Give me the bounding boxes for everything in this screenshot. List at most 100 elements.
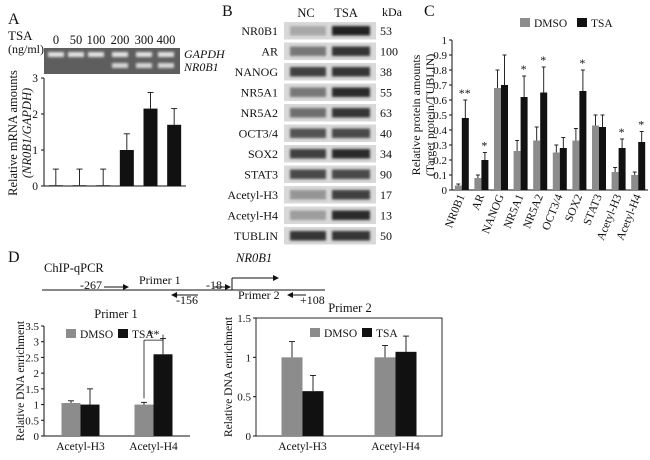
legend-label-tsa: TSA: [376, 328, 398, 340]
gel-label-nr0b1: NR0B1: [183, 60, 219, 74]
gapdh-band: [158, 52, 174, 57]
blot-row-label: AR: [261, 45, 278, 59]
band-nc: [290, 128, 326, 138]
legend-swatch-dmso: [520, 18, 530, 27]
band-tsa: [332, 231, 370, 241]
legend-swatch-tsa: [118, 329, 128, 338]
band-tsa: [332, 108, 370, 118]
blot-row-kda: 13: [380, 209, 392, 223]
y-tick-label: 1.5: [25, 384, 39, 396]
panel-letter-c: C: [424, 3, 435, 20]
y-tick-label: 1: [34, 400, 40, 412]
significance-mark: *: [638, 118, 644, 132]
bar-dmso: [281, 357, 303, 436]
x-category-label: Acetyl-H3: [56, 441, 105, 453]
bar: [72, 185, 87, 187]
y-tick-label: 0.3: [433, 140, 447, 152]
y-tick-label: 0: [34, 431, 40, 443]
chart-title: Primer 1: [94, 307, 137, 321]
panel-letter-a: A: [8, 11, 20, 28]
gene-name: NR0B1: [235, 251, 272, 265]
y-tick-label: 1: [32, 145, 38, 157]
bar-dmso: [592, 125, 599, 190]
gapdh-band: [136, 52, 152, 57]
y-tick-label: 0.6: [433, 95, 447, 107]
y-axis-label-ratio: (NR0B1/GAPDH): [20, 88, 34, 178]
bar-dmso: [454, 185, 462, 190]
bar-dmso: [611, 172, 619, 190]
band-tsa: [332, 210, 370, 220]
significance-mark: *: [540, 53, 546, 67]
y-tick-label: 0.5: [237, 392, 251, 404]
bar-dmso: [61, 403, 81, 436]
band-tsa: [332, 87, 370, 97]
bar-dmso: [513, 151, 521, 190]
x-category-label: Acetyl-H3: [278, 441, 327, 453]
bar-tsa: [481, 160, 489, 190]
chip-title: ChIP-qPCR: [44, 261, 104, 275]
bar-tsa: [638, 142, 646, 190]
y-tick-label: 0: [442, 185, 448, 197]
primer1-schematic-label: Primer 1: [139, 273, 181, 287]
band-tsa: [332, 190, 370, 200]
significance-mark: *: [579, 56, 585, 70]
y-tick-label: 2: [32, 109, 38, 121]
significance-mark: *: [619, 125, 625, 139]
blot-row-kda: 50: [380, 229, 392, 243]
bar-tsa: [302, 391, 324, 436]
band-nc: [290, 210, 326, 220]
y-axis-label: Relative DNA enrichment: [15, 320, 27, 441]
blot-row-label: Acetyl-H3: [227, 188, 278, 202]
band-nc: [290, 46, 326, 56]
significance-mark: **: [148, 327, 160, 341]
y-tick-label: 2: [34, 368, 40, 380]
gapdh-band: [68, 52, 84, 57]
blot-row-kda: 55: [380, 86, 392, 100]
bar-tsa: [540, 92, 548, 190]
y-tick-label: 0.5: [25, 415, 39, 427]
significance-mark: **: [459, 86, 471, 100]
dose-label: 0: [53, 33, 59, 47]
legend-label-tsa: TSA: [132, 329, 154, 341]
panel-letter-b: B: [222, 3, 233, 20]
band-tsa: [332, 46, 370, 56]
x-category-label: AR: [470, 192, 487, 212]
bar-tsa: [461, 118, 469, 190]
nr0b1-band: [112, 63, 128, 68]
gapdh-band: [48, 52, 64, 57]
dose-label: 300: [135, 33, 154, 47]
band-nc: [290, 108, 326, 118]
kda-label: kDa: [382, 5, 403, 19]
bar-tsa: [153, 354, 173, 436]
band-nc: [290, 87, 326, 97]
bar-dmso: [631, 175, 639, 190]
bar-dmso: [552, 152, 560, 190]
band-nc: [290, 169, 326, 179]
position-label: -267: [80, 278, 102, 292]
blot-row-label: TUBLIN: [234, 229, 278, 243]
y-tick-label: 3.5: [25, 321, 39, 333]
bar: [48, 185, 63, 187]
column-header-nc: NC: [297, 6, 314, 20]
blot-row-kda: 90: [380, 168, 392, 182]
y-tick-label: 3: [34, 337, 40, 349]
y-tick-label: 0.4: [433, 125, 447, 137]
bar: [96, 185, 111, 187]
bar-dmso: [374, 357, 396, 436]
y-tick-label: 0.8: [433, 65, 447, 77]
bar-tsa: [520, 97, 528, 190]
legend-label-dmso: DMSO: [324, 328, 357, 340]
position-label: -156: [176, 293, 198, 307]
bar-dmso: [134, 404, 154, 436]
y-tick-label: 0: [246, 431, 252, 443]
legend-label-dmso: DMSO: [534, 18, 567, 30]
y-tick-label: 0: [32, 181, 38, 193]
band-tsa: [332, 26, 370, 36]
legend-swatch-dmso: [66, 329, 76, 338]
chart-title: Primer 2: [328, 301, 371, 315]
band-nc: [290, 231, 326, 241]
blot-row-kda: 40: [380, 127, 392, 141]
gapdh-band: [88, 52, 104, 57]
gel-label-gapdh: GAPDH: [184, 47, 226, 61]
